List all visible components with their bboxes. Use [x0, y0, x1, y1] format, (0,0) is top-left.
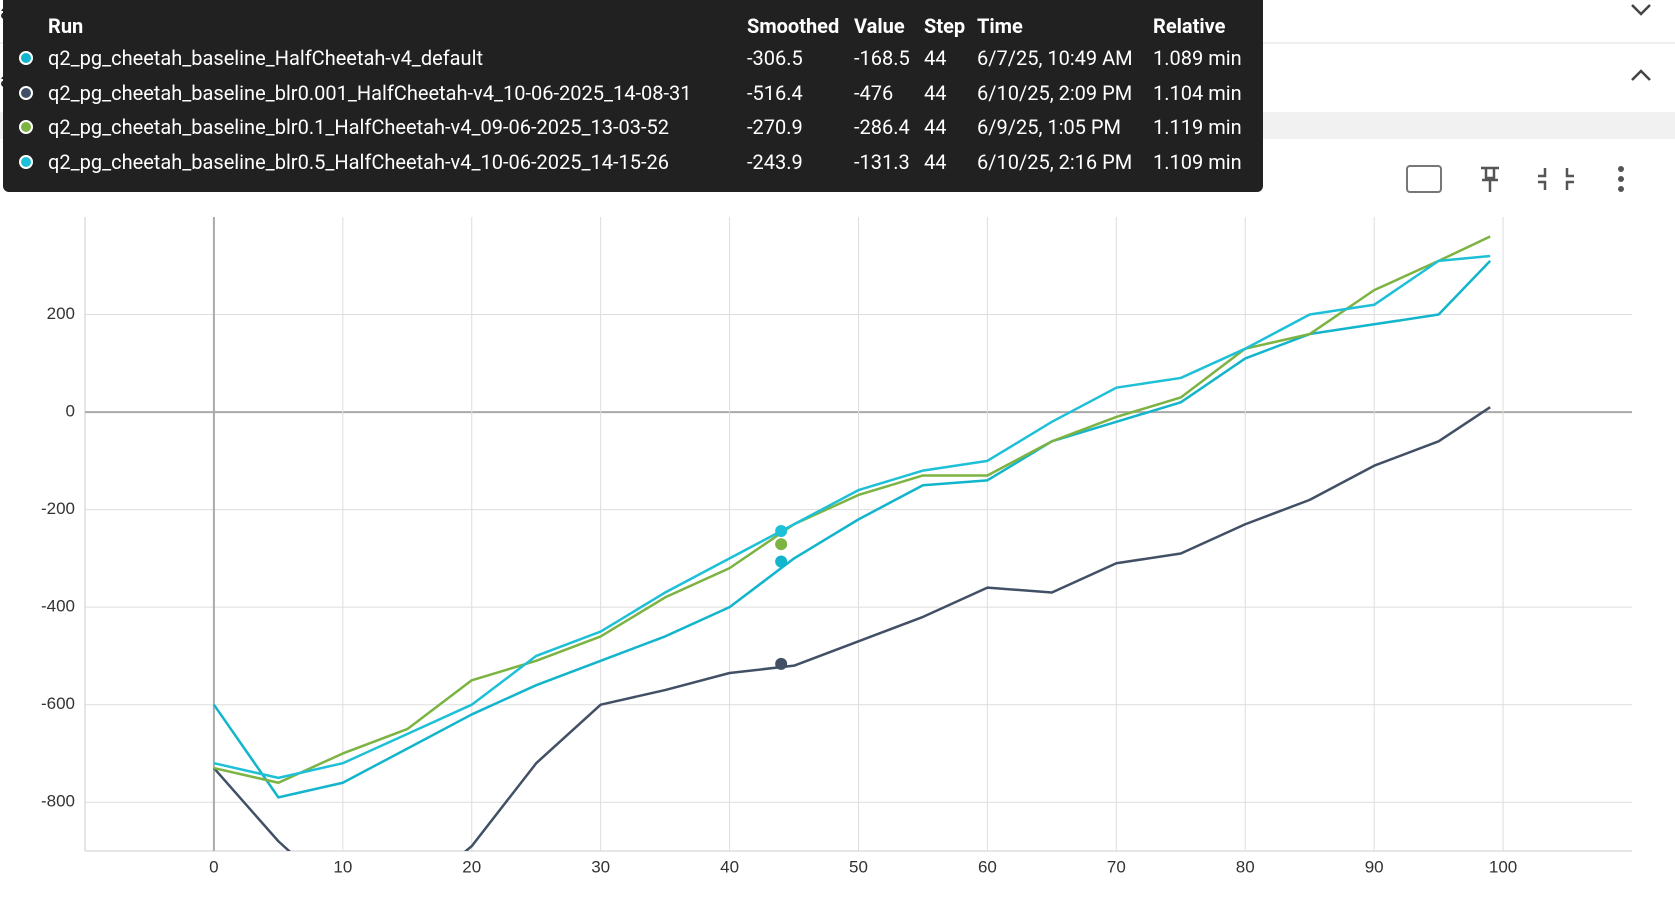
cell-smoothed: -516.4: [747, 80, 803, 105]
y-tick-label: 200: [47, 304, 75, 323]
x-tick-label: 30: [591, 857, 610, 876]
cell-relative: 1.109 min: [1153, 149, 1242, 174]
cell-relative: 1.089 min: [1153, 46, 1242, 70]
column-header: Time: [977, 14, 1023, 38]
series-dot: [19, 51, 33, 65]
cell-smoothed: -243.9: [747, 149, 803, 174]
series-dot: [19, 120, 33, 134]
cell-value: -131.3: [854, 149, 910, 174]
series-line: [212, 406, 1491, 851]
series-line: [213, 254, 1491, 780]
cell-relative: 1.104 min: [1153, 80, 1242, 105]
column-header: Run: [48, 14, 84, 38]
cell-run: q2_pg_cheetah_baseline_blr0.5_HalfCheeta…: [48, 149, 669, 174]
cell-run: q2_pg_cheetah_baseline_blr0.1_HalfCheeta…: [48, 115, 669, 139]
column-header: Relative: [1153, 14, 1226, 38]
fit-icon[interactable]: [1406, 165, 1442, 193]
x-tick-label: 20: [462, 857, 481, 876]
series-line: [212, 260, 1492, 799]
x-tick-label: 50: [849, 857, 868, 876]
cell-value: -286.4: [854, 115, 910, 139]
y-tick-label: -400: [41, 597, 75, 616]
x-tick-label: 70: [1107, 857, 1126, 876]
series-dot: [19, 85, 33, 100]
series-line: [213, 235, 1491, 784]
hover-point: [775, 555, 788, 568]
cell-step: 44: [924, 46, 947, 70]
x-tick-label: 100: [1489, 857, 1517, 876]
x-tick-label: 60: [978, 857, 997, 876]
cell-relative: 1.119 min: [1153, 115, 1242, 139]
more-icon[interactable]: [1618, 166, 1624, 192]
y-tick-label: -800: [41, 792, 75, 811]
shrink-icon[interactable]: [1538, 168, 1574, 190]
cell-step: 44: [924, 80, 947, 105]
grid: -800 -600 -400 -200 0 200 0 10 20 30 40 50 60 70 80 90 1…: [41, 217, 1632, 876]
cell-step: 44: [924, 115, 947, 139]
hover-point: [775, 538, 788, 551]
column-header: Step: [924, 14, 966, 38]
x-tick-label: 90: [1365, 857, 1384, 876]
plot: [212, 235, 1492, 851]
y-tick-label: 0: [66, 402, 75, 421]
column-header: Value: [854, 14, 905, 38]
cell-smoothed: -306.5: [747, 46, 803, 70]
x-tick-label: 0: [209, 857, 218, 876]
x-tick-label: 40: [720, 857, 739, 876]
x-tick-label: 10: [333, 857, 352, 876]
cell-run: q2_pg_cheetah_baseline_blr0.001_HalfChee…: [48, 80, 692, 105]
series-dot: [19, 154, 33, 169]
cell-run: q2_pg_cheetah_baseline_HalfCheetah-v4_de…: [48, 46, 483, 70]
hover-point: [775, 525, 788, 538]
cell-smoothed: -270.9: [747, 115, 803, 139]
cell-time: 6/10/25, 2:09 PM: [977, 80, 1133, 105]
pin-icon[interactable]: [1481, 166, 1499, 192]
y-tick-label: -600: [41, 694, 75, 713]
cell-time: 6/10/25, 2:16 PM: [977, 149, 1133, 174]
cell-value: -476: [854, 80, 894, 105]
cell-value: -168.5: [854, 46, 910, 70]
column-header: Smoothed: [747, 14, 840, 38]
tooltip: Run Smoothed Value Step Time Relative q2_pg_ch…: [3, 0, 1263, 192]
expand-icon[interactable]: [1631, 4, 1651, 16]
cell-step: 44: [924, 149, 947, 174]
y-tick-label: -200: [41, 499, 75, 518]
hover-point: [775, 657, 788, 670]
cell-time: 6/9/25, 1:05 PM: [977, 115, 1121, 139]
cell-time: 6/7/25, 10:49 AM: [977, 46, 1133, 70]
x-tick-label: 80: [1236, 857, 1255, 876]
collapse-icon[interactable]: [1631, 69, 1651, 81]
